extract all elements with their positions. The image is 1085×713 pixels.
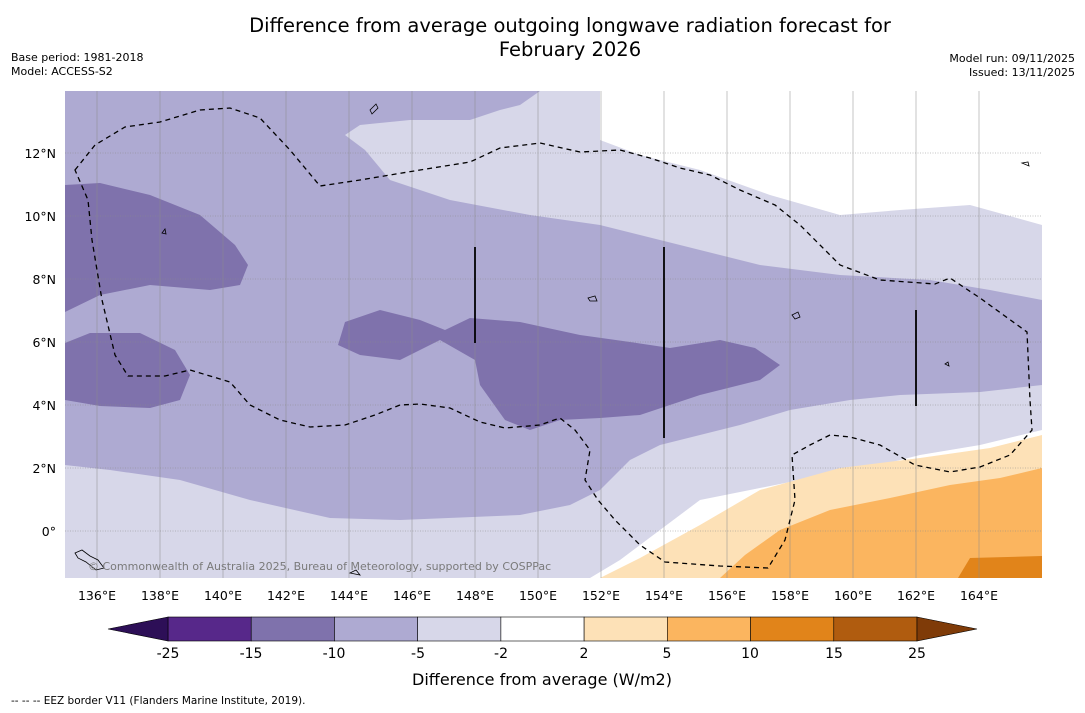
- band-minus5-minus10: [65, 91, 1042, 520]
- band-minus10-minus15-west: [65, 183, 248, 312]
- islands: [74, 103, 1030, 576]
- island-guam-area: [369, 103, 379, 115]
- lon-label: 138°E: [141, 588, 179, 603]
- island-kosrae: [944, 361, 950, 367]
- meta-left: Base period: 1981-2018 Model: ACCESS-S2: [11, 51, 143, 79]
- colorbar-bin: [667, 616, 751, 642]
- zone-markers: [474, 247, 917, 438]
- lat-label: 8°N: [32, 272, 56, 287]
- lon-label: 164°E: [960, 588, 998, 603]
- lat-label: 12°N: [24, 146, 56, 161]
- band-minus10-minus15-central: [338, 310, 780, 430]
- colorbar-bin: [583, 616, 668, 642]
- island-png-coast: [74, 549, 105, 571]
- issued-date: Issued: 13/11/2025: [968, 66, 1075, 79]
- colorbar-below-arrow: [107, 616, 169, 642]
- lon-label: 154°E: [645, 588, 683, 603]
- colorbar-bin: [833, 616, 918, 642]
- lat-labels: 12°N 10°N 8°N 6°N 4°N 2°N 0°: [24, 146, 56, 539]
- eez-footnote: -- -- -- EEZ border V11 (Flanders Marine…: [11, 695, 306, 707]
- band-plus5-plus10: [720, 468, 1042, 578]
- lon-label: 160°E: [834, 588, 872, 603]
- island-ne-atoll: [1020, 161, 1030, 167]
- colorbar-tick: -25: [157, 646, 180, 662]
- copyright-text: © Commonwealth of Australia 2025, Bureau…: [88, 560, 551, 573]
- colorbar-tick: -2: [494, 646, 508, 662]
- title-line-2: February 2026: [498, 38, 642, 61]
- lon-label: 152°E: [582, 588, 620, 603]
- colorbar-tick: -15: [240, 646, 263, 662]
- island-chuuk: [587, 295, 598, 302]
- colorbar-bin: [417, 616, 502, 642]
- lon-label: 162°E: [897, 588, 935, 603]
- colorbar-bin: [167, 616, 252, 642]
- lat-label: 10°N: [24, 209, 56, 224]
- colorbar-tick: -5: [411, 646, 425, 662]
- colorbar-bin: [334, 616, 418, 642]
- colorbar-bin: [250, 616, 335, 642]
- lat-label: 0°: [42, 524, 56, 539]
- colorbar-tick: 25: [908, 646, 926, 662]
- lon-label: 142°E: [267, 588, 305, 603]
- lon-label: 156°E: [708, 588, 746, 603]
- colorbar-bin: [500, 616, 585, 642]
- lat-label: 4°N: [32, 398, 56, 413]
- colorbar-tick: 2: [580, 646, 589, 662]
- island-manus: [348, 569, 361, 576]
- colorbar-bin: [750, 616, 835, 642]
- lon-label: 148°E: [456, 588, 494, 603]
- map-title: Difference from average outgoing longwav…: [0, 14, 1085, 62]
- lon-label: 158°E: [771, 588, 809, 603]
- lon-label: 150°E: [519, 588, 557, 603]
- title-line-1: Difference from average outgoing longwav…: [249, 14, 891, 37]
- island-west: [161, 228, 167, 235]
- band-minus10-minus15-southwest: [65, 333, 190, 408]
- base-period: Base period: 1981-2018: [11, 51, 144, 64]
- lon-label: 144°E: [330, 588, 368, 603]
- lat-label: 6°N: [32, 335, 56, 350]
- colorbar: -25 -15 -10 -5 -2 2 5 10 15 25 Differenc…: [107, 616, 978, 689]
- band-plus10-plus15: [958, 556, 1042, 578]
- lon-label: 136°E: [78, 588, 116, 603]
- lat-label: 2°N: [32, 461, 56, 476]
- colorbar-tick: 5: [663, 646, 672, 662]
- colorbar-label: Difference from average (W/m2): [412, 670, 672, 689]
- lon-label: 140°E: [204, 588, 242, 603]
- meta-right: Model run: 09/11/2025 Issued: 13/11/2025: [949, 52, 1075, 80]
- island-pohnpei: [791, 311, 801, 320]
- colorbar-tick: 10: [741, 646, 759, 662]
- lon-labels: 136°E 138°E 140°E 142°E 144°E 146°E 148°…: [78, 588, 998, 603]
- anomaly-map: © Commonwealth of Australia 2025, Bureau…: [65, 91, 1042, 578]
- colorbar-tick: -10: [323, 646, 346, 662]
- eez-border: [74, 107, 1033, 569]
- model-name: Model: ACCESS-S2: [11, 65, 113, 78]
- lon-label: 146°E: [393, 588, 431, 603]
- model-run: Model run: 09/11/2025: [949, 52, 1075, 65]
- colorbar-above-arrow: [916, 616, 978, 642]
- colorbar-tick: 15: [825, 646, 843, 662]
